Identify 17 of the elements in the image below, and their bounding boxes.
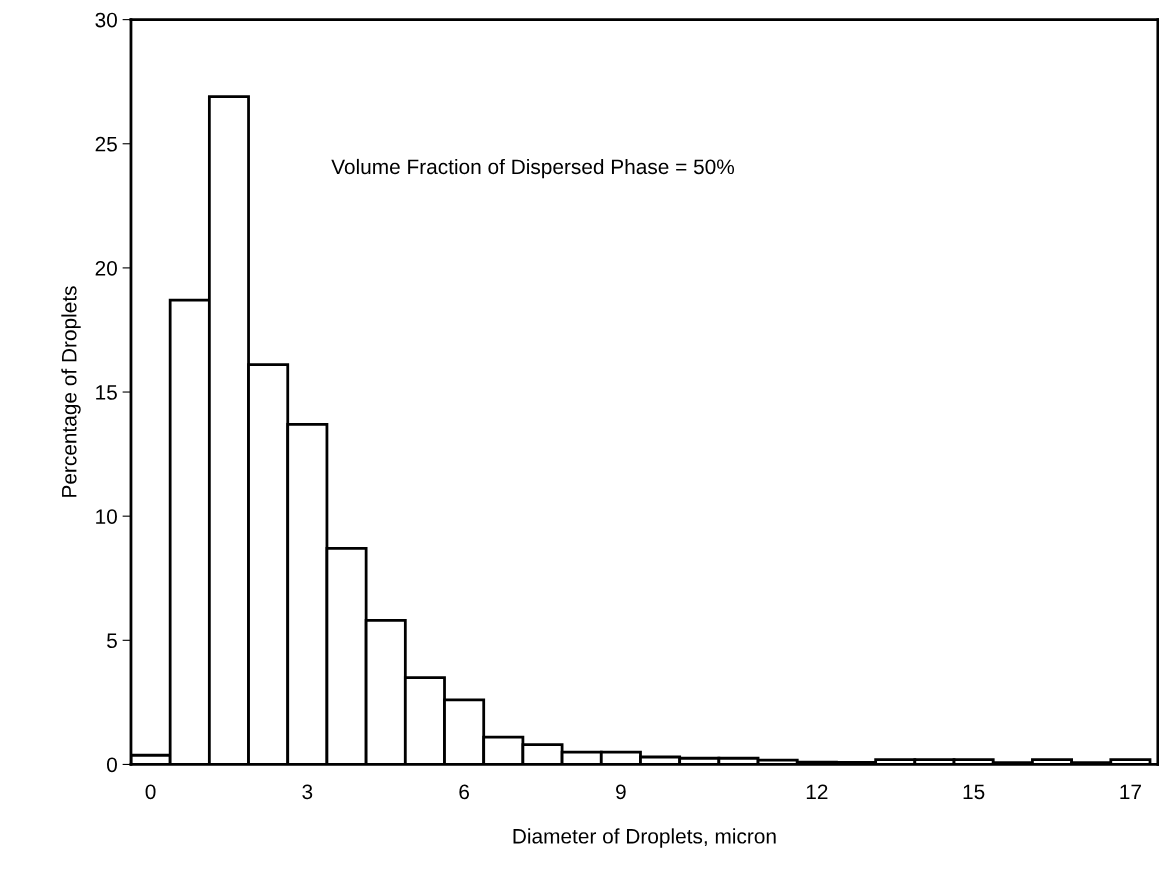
- x-tick-label: 6: [459, 784, 469, 800]
- x-axis-title: Diameter of Droplets, micron: [513, 828, 776, 848]
- x-tick-label: 9: [616, 784, 626, 800]
- x-tick-label: 3: [302, 784, 313, 800]
- y-tick-label: 10: [96, 509, 117, 524]
- x-tick-label: 17: [1120, 784, 1141, 799]
- y-tick-label: 20: [95, 260, 117, 276]
- y-axis-title: Percentage of Droplets: [61, 286, 81, 497]
- x-tick-label: 0: [145, 784, 156, 800]
- x-tick-label: 12: [806, 784, 828, 799]
- y-tick-label: 0: [107, 757, 117, 773]
- y-tick-label: 15: [96, 385, 117, 400]
- y-tick-label: 25: [95, 136, 117, 152]
- annotation: Volume Fraction of Dispersed Phase = 50%: [331, 158, 735, 179]
- y-tick-label: 5: [107, 633, 117, 649]
- y-tick-label: 30: [95, 12, 117, 28]
- x-tick-label: 15: [963, 784, 985, 800]
